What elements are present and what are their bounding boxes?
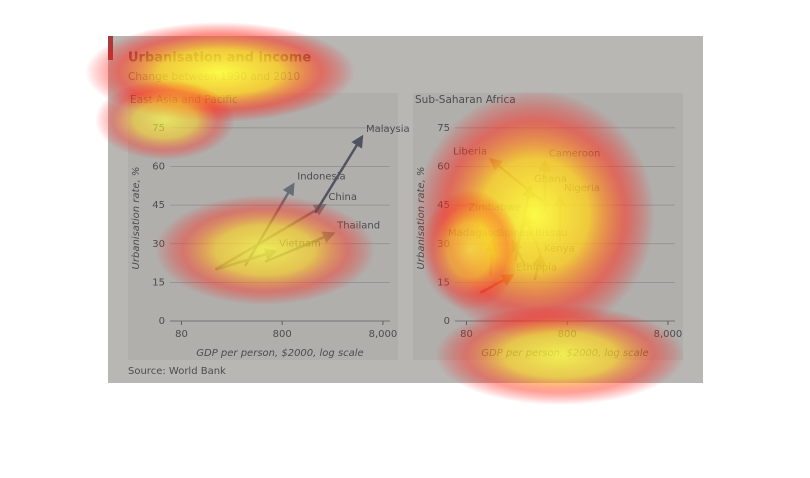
x-tick-label: 80: [460, 329, 473, 340]
y-axis-label: Urbanisation rate, %: [416, 167, 427, 270]
source: Source: World Bank: [128, 366, 226, 377]
y-tick-label: 30: [152, 239, 165, 250]
arrow-label: Vietnam: [279, 238, 321, 249]
chart-subtitle: Change between 1990 and 2010: [128, 71, 300, 83]
y-tick-label: 45: [437, 200, 450, 211]
y-tick-label: 30: [437, 239, 450, 250]
x-axis-label: GDP per person, $2000, log scale: [481, 348, 648, 359]
y-tick-label: 0: [159, 316, 165, 327]
y-tick-label: 60: [152, 162, 165, 173]
arrow-label: Zimbabwe: [468, 202, 521, 213]
y-tick-label: 15: [437, 277, 450, 288]
y-tick-label: 60: [437, 162, 450, 173]
arrow-label: China: [328, 192, 357, 203]
y-tick-label: 75: [437, 123, 450, 134]
y-tick-label: 15: [152, 277, 165, 288]
x-tick-label: 8,000: [369, 329, 398, 340]
y-tick-label: 75: [152, 123, 165, 134]
arrow-label: Malaysia: [366, 124, 410, 135]
brand-mark: [108, 36, 113, 60]
x-tick-label: 80: [175, 329, 188, 340]
panel: [413, 93, 683, 360]
arrow-label: Kenya: [544, 244, 575, 255]
y-tick-label: 0: [444, 316, 450, 327]
arrow-label: Thailand: [336, 220, 380, 231]
y-tick-label: 45: [152, 200, 165, 211]
arrow-label: Ghana: [534, 174, 567, 185]
arrow-label: Nigeria: [564, 183, 600, 194]
x-tick-label: 800: [273, 329, 292, 340]
arrow-label: Cameroon: [549, 148, 600, 159]
arrow-label: Liberia: [453, 147, 487, 158]
chart-title: Urbanisation and income: [128, 51, 311, 66]
arrow-label: Ethiopia: [516, 262, 557, 273]
arrow-label: Indonesia: [297, 172, 345, 183]
y-axis-label: Urbanisation rate, %: [131, 167, 142, 270]
panel-title: East Asia and Pacific: [130, 94, 238, 106]
x-tick-label: 8,000: [654, 329, 683, 340]
x-tick-label: 800: [558, 329, 577, 340]
x-axis-label: GDP per person, $2000, log scale: [196, 348, 363, 359]
panel-title: Sub-Saharan Africa: [415, 94, 516, 106]
